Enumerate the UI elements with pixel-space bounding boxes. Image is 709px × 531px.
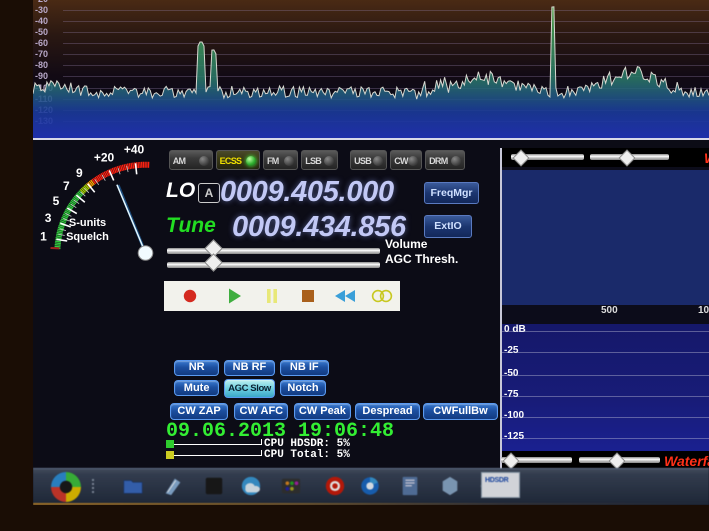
svg-text:S-units: S-units	[69, 217, 106, 229]
svg-text:3: 3	[45, 211, 52, 225]
svg-text:Squelch: Squelch	[66, 231, 109, 243]
svg-text:+20: +20	[94, 151, 115, 165]
svg-text:5: 5	[53, 194, 60, 208]
svg-text:9: 9	[76, 166, 83, 180]
svg-text:7: 7	[63, 179, 70, 193]
svg-text:+40: +40	[124, 143, 145, 157]
svg-text:1: 1	[40, 229, 47, 243]
